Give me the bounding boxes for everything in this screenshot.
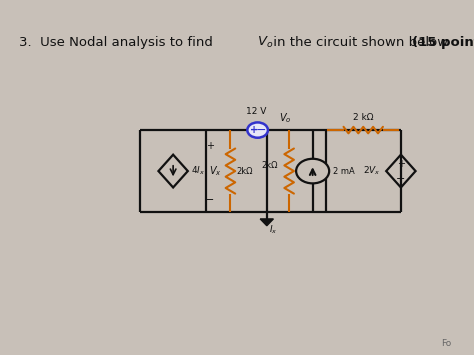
Text: +: + xyxy=(397,159,405,169)
Text: −: − xyxy=(256,124,266,137)
Text: 2kΩ: 2kΩ xyxy=(236,166,253,176)
Text: 2 mA: 2 mA xyxy=(333,166,355,176)
Text: −: − xyxy=(205,195,215,205)
Text: $4I_x$: $4I_x$ xyxy=(191,165,206,178)
Text: $V_x$: $V_x$ xyxy=(209,164,221,178)
Text: −: − xyxy=(396,174,406,184)
Text: +: + xyxy=(206,141,214,151)
Circle shape xyxy=(296,159,329,184)
Text: (15 points): (15 points) xyxy=(412,36,474,49)
Text: 3.  Use Nodal analysis to find: 3. Use Nodal analysis to find xyxy=(19,36,217,49)
Text: 2 kΩ: 2 kΩ xyxy=(353,113,374,122)
Circle shape xyxy=(247,122,268,138)
Text: 2kΩ: 2kΩ xyxy=(262,161,278,170)
Text: +: + xyxy=(250,125,258,135)
Text: in the circuit shown below: in the circuit shown below xyxy=(269,36,453,49)
Text: $2V_x$: $2V_x$ xyxy=(363,165,381,178)
Polygon shape xyxy=(260,219,273,226)
Text: $I_x$: $I_x$ xyxy=(269,223,277,235)
Text: $V_o$: $V_o$ xyxy=(257,35,273,50)
Text: Fo: Fo xyxy=(441,339,451,348)
Text: $V_o$: $V_o$ xyxy=(279,111,292,125)
Text: 12 V: 12 V xyxy=(246,106,266,116)
